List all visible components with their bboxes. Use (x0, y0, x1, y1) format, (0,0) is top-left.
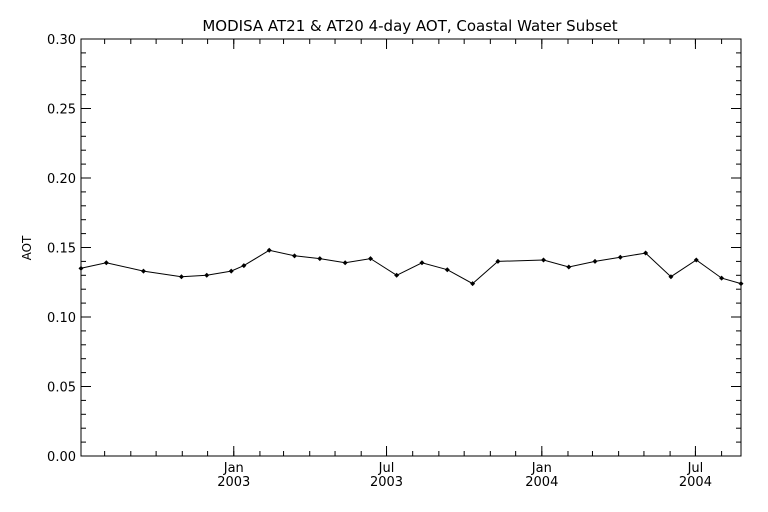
x-tick-label-year: 2003 (217, 475, 250, 490)
y-tick-label: 0.25 (47, 103, 76, 118)
aot-data-point (738, 281, 744, 287)
plot-area: 0.000.050.100.150.200.250.30Jan2003Jul20… (47, 33, 744, 490)
aot-data-point (103, 260, 109, 266)
aot-data-point (541, 257, 547, 263)
aot-data-point (178, 274, 184, 280)
x-tick-label-month: Jan (223, 461, 244, 476)
y-tick-label: 0.15 (47, 242, 76, 257)
y-tick-label: 0.20 (47, 172, 76, 187)
aot-data-point (693, 257, 699, 263)
aot-data-point (140, 268, 146, 274)
aot-data-point (266, 247, 272, 253)
aot-data-point (241, 263, 247, 269)
aot-data-point (719, 275, 725, 281)
x-tick-label-month: Jul (687, 461, 704, 476)
aot-data-point (617, 254, 623, 260)
y-tick-label: 0.30 (47, 33, 76, 48)
aot-data-point (643, 250, 649, 256)
aot-data-point (367, 256, 373, 262)
x-tick-label-year: 2003 (370, 475, 403, 490)
aot-data-point (419, 260, 425, 266)
aot-data-point (78, 265, 84, 271)
x-tick-label-year: 2004 (679, 475, 712, 490)
aot-data-point (668, 274, 674, 280)
aot-data-point (342, 260, 348, 266)
aot-data-point (292, 253, 298, 259)
aot-data-point (317, 256, 323, 262)
aot-data-point (470, 281, 476, 287)
y-tick-label: 0.00 (47, 450, 76, 465)
aot-data-point (204, 272, 210, 278)
x-tick-label-month: Jul (378, 461, 395, 476)
y-tick-label: 0.05 (47, 381, 76, 396)
y-axis-label: AOT (20, 235, 34, 260)
aot-data-point (228, 268, 234, 274)
aot-data-point (444, 267, 450, 273)
aot-series-line (80, 249, 742, 285)
aot-data-point (592, 258, 598, 264)
aot-data-point (394, 272, 400, 278)
x-tick-label-year: 2004 (525, 475, 558, 490)
aot-data-point (495, 258, 501, 264)
aot-data-point (566, 264, 572, 270)
chart-title: MODISA AT21 & AT20 4-day AOT, Coastal Wa… (202, 17, 617, 35)
x-tick-label-month: Jan (531, 461, 552, 476)
y-tick-label: 0.10 (47, 311, 76, 326)
